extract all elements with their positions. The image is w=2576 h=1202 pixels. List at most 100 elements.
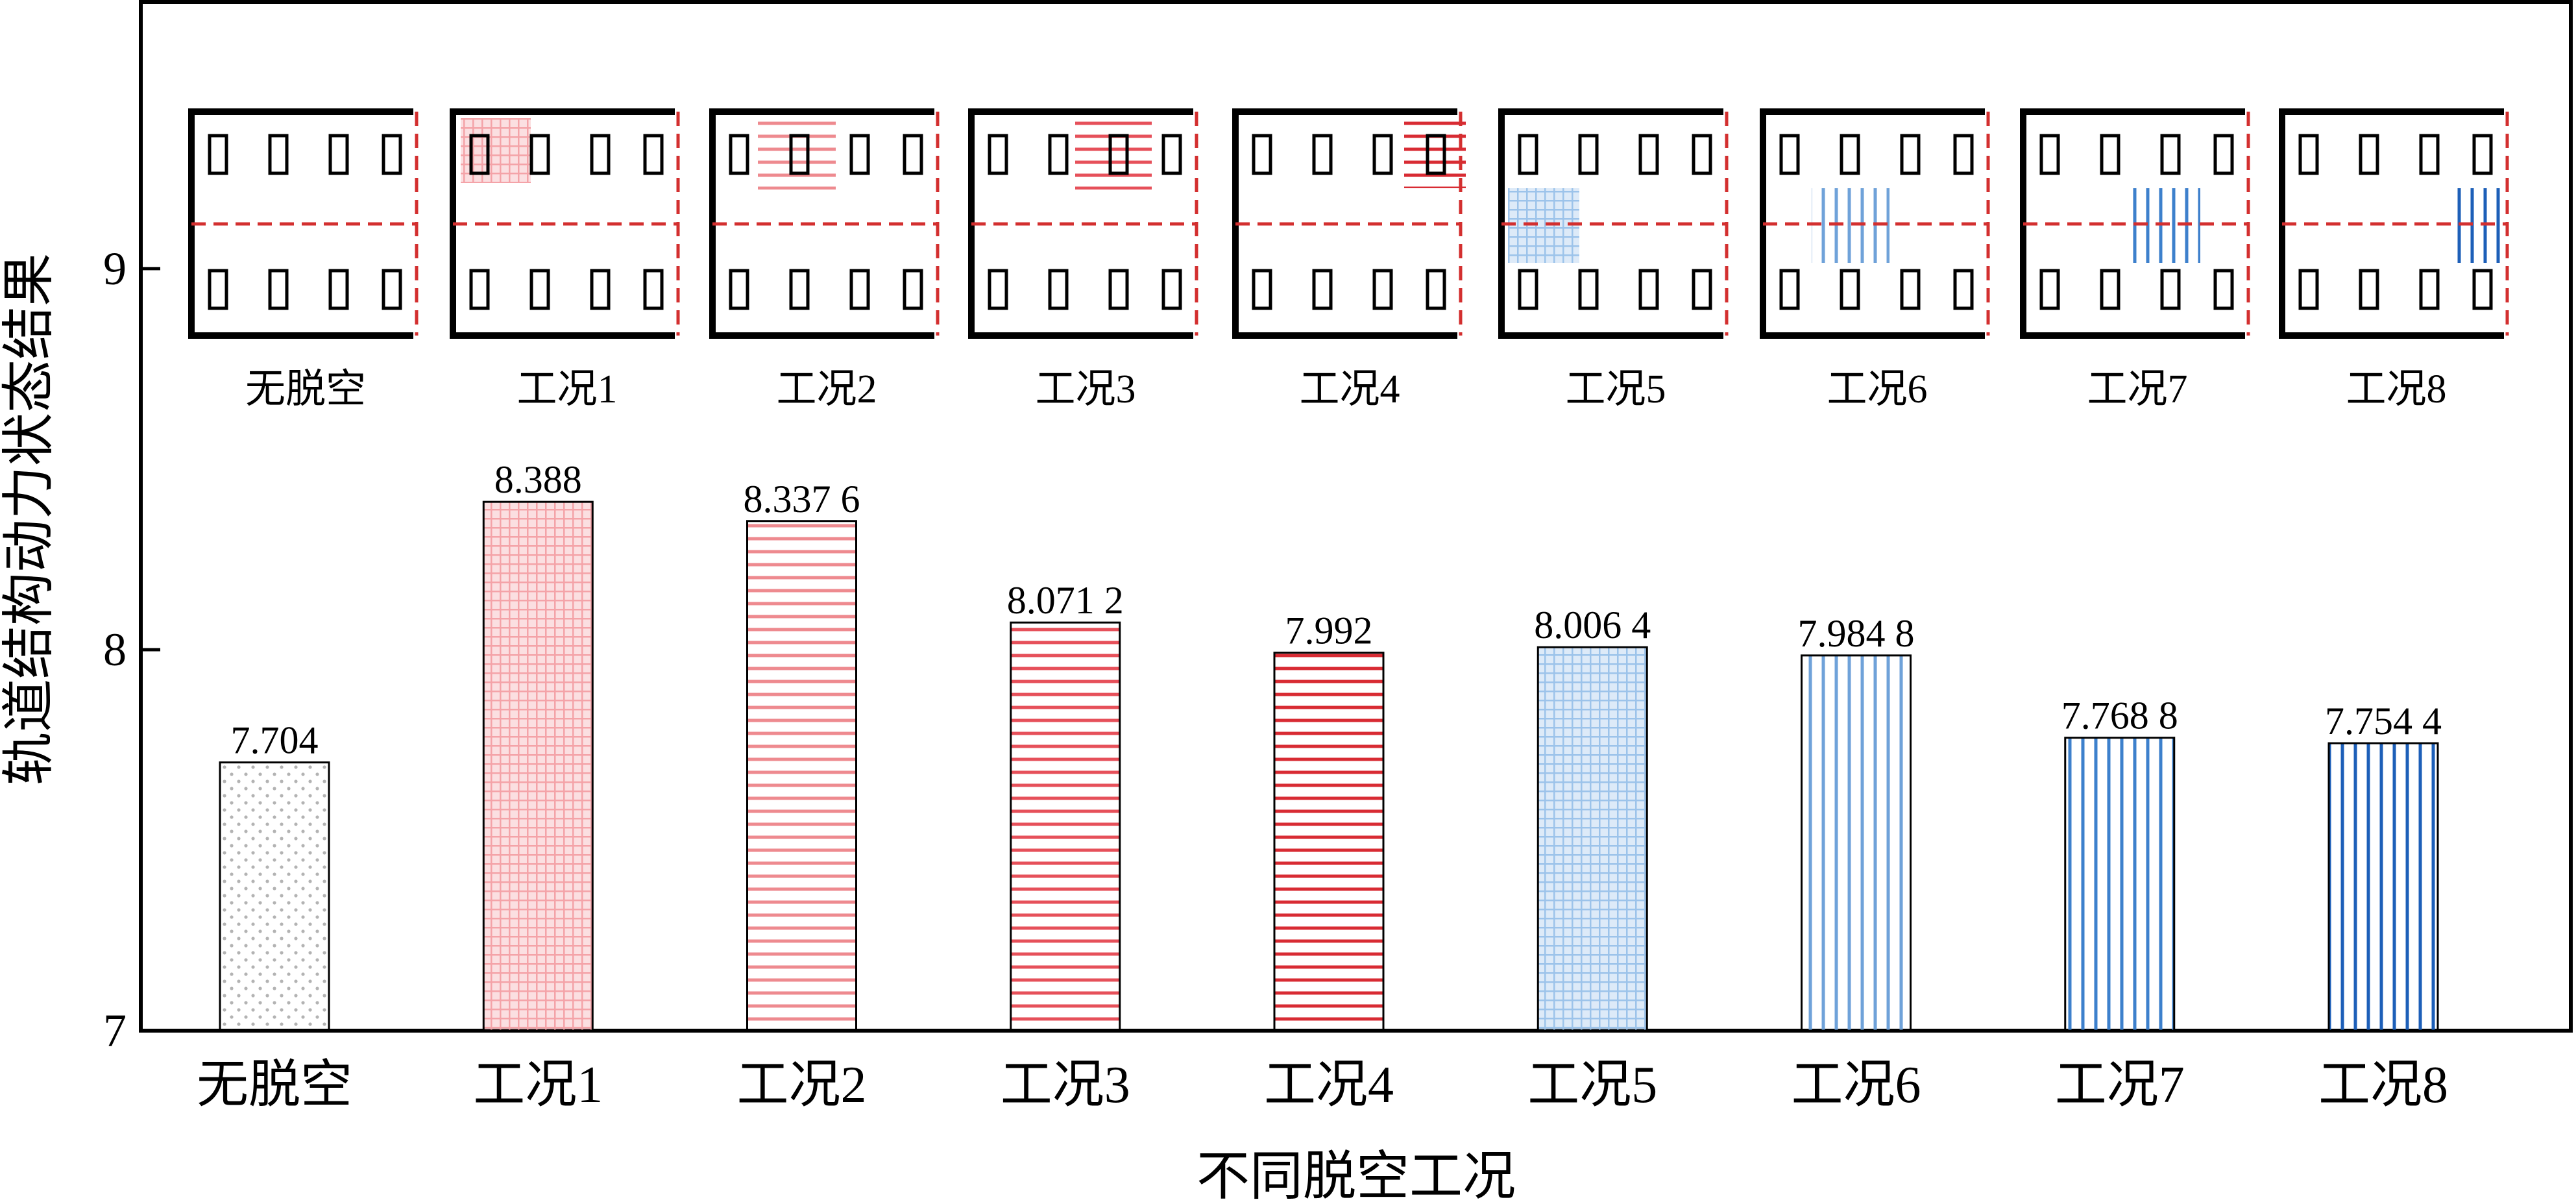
sleeper <box>1779 134 1800 175</box>
bar-value-label: 7.984 8 <box>1798 612 1915 655</box>
bar-group: 7.768 8 <box>2061 694 2178 1032</box>
schematic-label: 工况3 <box>1035 367 1136 411</box>
sleeper <box>988 269 1008 310</box>
sleeper <box>590 269 611 310</box>
void-schematic: 工况6 <box>1760 108 1990 411</box>
sleeper <box>2100 134 2120 175</box>
bar-group: 7.704 <box>219 719 330 1032</box>
x-axis-title: 不同脱空工况 <box>1197 1147 1516 1202</box>
sleeper <box>1840 269 1860 310</box>
sleeper <box>2298 134 2319 175</box>
sleeper <box>1578 134 1599 175</box>
schematic-label: 无脱空 <box>245 367 366 411</box>
sleeper <box>2160 269 2181 310</box>
x-axis: 无脱空 工况1 工况2 工况3 工况4 工况5 工况6 工况7 工况8 <box>197 1057 2448 1114</box>
sleeper <box>1312 134 1333 175</box>
sleeper <box>1161 269 1182 310</box>
void-schematic: 工况1 <box>450 108 680 411</box>
sleeper <box>1900 134 1921 175</box>
sleeper <box>1900 269 1921 310</box>
bar <box>2064 737 2176 1032</box>
sleeper <box>208 269 228 310</box>
y-axis: 7 8 9 <box>103 243 160 1057</box>
void-region <box>1075 118 1152 190</box>
sleeper <box>1953 134 1974 175</box>
sleeper <box>643 269 664 310</box>
sleeper <box>2298 269 2319 310</box>
sleeper <box>643 134 664 175</box>
bar <box>219 761 330 1032</box>
bar-group: 7.992 <box>1273 609 1385 1032</box>
sleeper <box>1048 134 1069 175</box>
bar-value-label: 8.006 4 <box>1534 604 1651 646</box>
x-tick-label: 工况2 <box>737 1057 867 1114</box>
sleeper <box>1518 134 1538 175</box>
sleeper <box>529 134 550 175</box>
bar <box>1537 646 1648 1032</box>
sleeper <box>849 269 870 310</box>
x-tick-label: 无脱空 <box>197 1057 352 1114</box>
bars: 7.704 8.388 8.337 6 8.071 2 7.992 8.006 4 7.98… <box>219 458 2442 1032</box>
void-schematic: 工况5 <box>1498 108 1729 411</box>
x-tick-label: 工况4 <box>1264 1057 1394 1114</box>
x-tick-label: 工况1 <box>473 1057 603 1114</box>
sleeper <box>1518 269 1538 310</box>
sleeper <box>328 134 349 175</box>
sleeper <box>1692 134 1712 175</box>
y-axis-title: 轨道结构动力状态结果 <box>0 253 58 785</box>
bar-group: 8.337 6 <box>744 478 860 1032</box>
sleeper <box>268 134 289 175</box>
void-schematic: 工况8 <box>2279 108 2509 411</box>
bar-value-label: 7.754 4 <box>2325 700 2442 742</box>
sleeper <box>2160 134 2181 175</box>
schematic-label: 工况8 <box>2346 367 2446 411</box>
schematic-label: 工况2 <box>776 367 877 411</box>
sleeper <box>903 134 923 175</box>
sleeper <box>590 134 611 175</box>
bar <box>1010 621 1121 1032</box>
sleeper <box>789 134 810 175</box>
bar-group: 8.006 4 <box>1534 604 1651 1032</box>
void-schematic: 工况7 <box>2020 108 2250 411</box>
y-tick-label: 8 <box>103 624 127 676</box>
sleeper <box>2419 134 2440 175</box>
sleeper <box>2419 269 2440 310</box>
bar-value-label: 8.071 2 <box>1007 579 1124 622</box>
schematic-label: 工况4 <box>1299 367 1400 411</box>
void-condition-schematics: 无脱空 工况1 工况2 工况3 工况4 工况5 工况6 工况7 工况8 <box>188 108 2509 411</box>
bar-value-label: 7.768 8 <box>2061 694 2178 737</box>
bar <box>1273 652 1385 1032</box>
sleeper <box>1161 134 1182 175</box>
sleeper <box>1840 134 1860 175</box>
x-tick-label: 工况7 <box>2055 1057 2185 1114</box>
bar-value-label: 8.388 <box>494 458 582 501</box>
sleeper <box>1252 269 1272 310</box>
void-schematic: 工况4 <box>1232 108 1466 411</box>
sleeper <box>1638 134 1659 175</box>
sleeper <box>2039 269 2060 310</box>
bar-value-label: 7.704 <box>231 719 319 762</box>
sleeper <box>1372 269 1393 310</box>
sleeper <box>529 269 550 310</box>
bar-group: 8.388 <box>482 458 594 1032</box>
sleeper <box>1108 269 1129 310</box>
sleeper <box>1252 134 1272 175</box>
sleeper <box>2100 269 2120 310</box>
sleeper <box>729 134 749 175</box>
bar <box>746 520 857 1032</box>
void-region <box>1508 188 1579 263</box>
sleeper <box>2359 134 2379 175</box>
y-tick-label: 7 <box>103 1005 127 1057</box>
sleeper <box>2039 134 2060 175</box>
bar <box>1801 654 1912 1032</box>
sleeper <box>1372 134 1393 175</box>
x-tick-label: 工况8 <box>2318 1057 2448 1114</box>
sleeper <box>1312 269 1333 310</box>
sleeper <box>328 269 349 310</box>
bar-group: 7.754 4 <box>2325 700 2442 1032</box>
bar-group: 8.071 2 <box>1007 579 1124 1032</box>
sleeper <box>1426 134 1446 175</box>
schematic-label: 工况7 <box>2087 367 2187 411</box>
schematic-label: 工况5 <box>1565 367 1666 411</box>
